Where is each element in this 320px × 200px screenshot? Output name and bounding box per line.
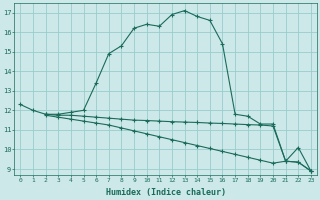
X-axis label: Humidex (Indice chaleur): Humidex (Indice chaleur) [106, 188, 226, 197]
